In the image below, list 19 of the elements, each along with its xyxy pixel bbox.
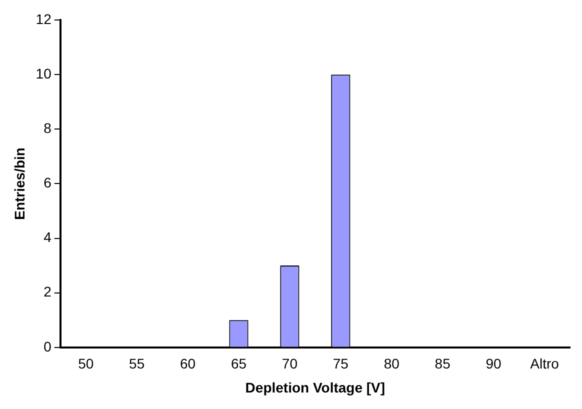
x-tick-label: 55 (129, 356, 145, 372)
x-tick-label: 90 (486, 356, 502, 372)
y-tick-label: 2 (44, 284, 52, 300)
x-tick-label: 85 (434, 356, 451, 372)
y-tick-label: 8 (44, 120, 52, 136)
x-tick-label: 50 (78, 356, 94, 372)
x-axis-title: Depletion Voltage [V] (245, 379, 386, 396)
y-axis-title: Entries/bin (11, 148, 28, 220)
x-tick-label: 65 (230, 356, 247, 372)
y-tick-label: 6 (44, 174, 52, 191)
y-tick-label: 12 (36, 10, 52, 27)
x-tick-label: Altro (530, 356, 560, 372)
x-tick-label: 70 (282, 356, 298, 372)
y-tick-label: 4 (44, 229, 52, 246)
x-tick-label: 75 (332, 356, 349, 372)
x-tick-label: 80 (384, 356, 400, 372)
y-tick-label: 0 (44, 338, 52, 354)
x-tick-label: 60 (180, 356, 196, 372)
y-tick-label: 10 (36, 65, 52, 82)
